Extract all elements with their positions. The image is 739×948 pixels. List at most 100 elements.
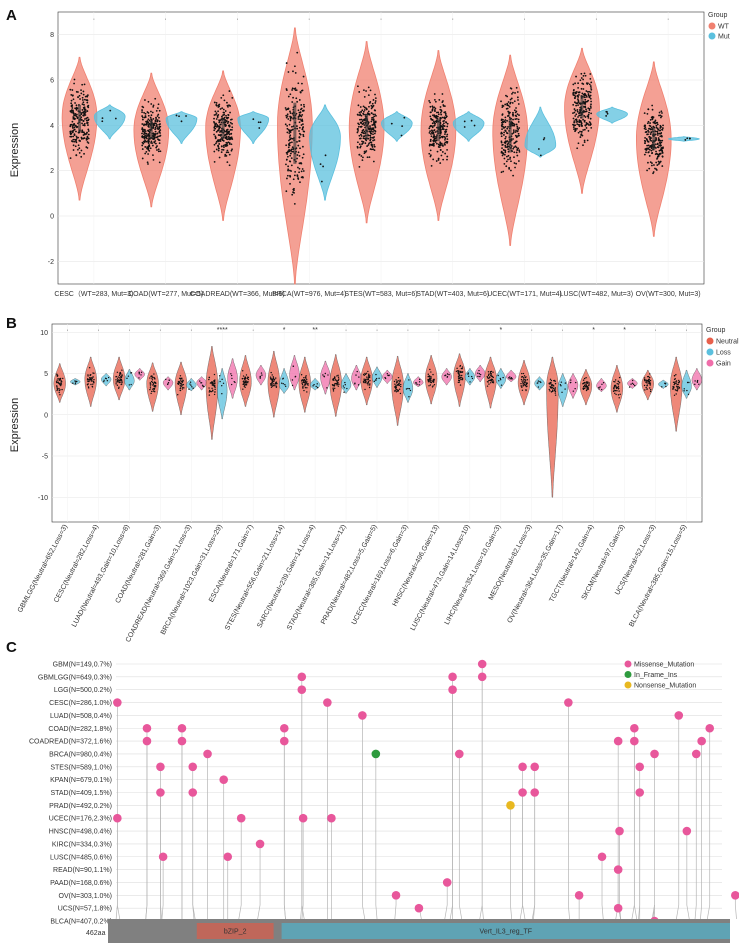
mutation-stem (533, 792, 536, 920)
data-point (431, 109, 434, 112)
data-point (520, 385, 522, 387)
data-point (301, 128, 304, 131)
data-point (574, 109, 577, 112)
data-point (156, 107, 159, 110)
data-point (395, 379, 397, 381)
data-point (77, 96, 79, 99)
data-point (299, 91, 302, 94)
data-point (515, 140, 518, 143)
data-point (357, 114, 359, 116)
data-point (657, 128, 659, 131)
data-point (548, 383, 551, 385)
x-category-label: BRCA(Neutral=1023,Gain=31,Loss=29) (160, 524, 224, 636)
data-point (647, 120, 650, 123)
data-point (119, 380, 121, 382)
data-point (118, 387, 120, 390)
data-point (219, 134, 222, 137)
data-point (660, 141, 663, 144)
data-point (210, 382, 212, 384)
data-point (78, 147, 81, 150)
data-point (80, 118, 83, 121)
data-point (58, 391, 60, 394)
data-point (489, 379, 492, 381)
data-point (107, 376, 110, 379)
data-point (372, 116, 374, 119)
data-point (146, 120, 149, 122)
data-point (81, 122, 83, 125)
data-point (149, 382, 151, 384)
data-point (437, 157, 440, 160)
data-point (578, 123, 580, 126)
data-point (217, 149, 220, 152)
data-point (301, 114, 304, 116)
data-point (75, 135, 78, 138)
data-point (155, 110, 158, 112)
data-point (676, 389, 679, 391)
missense-mutation-dot (255, 839, 265, 849)
data-point (490, 370, 493, 373)
data-point (221, 138, 224, 141)
data-point (120, 375, 122, 378)
data-point (367, 144, 370, 146)
data-point (660, 116, 662, 119)
data-point (461, 378, 464, 381)
data-point (650, 126, 653, 129)
row-label: OV(N=303,1.0%) (59, 893, 113, 900)
data-point (247, 380, 249, 383)
data-point (93, 372, 95, 374)
data-point (508, 377, 510, 379)
data-point (159, 123, 161, 125)
data-point (583, 119, 586, 122)
data-point (416, 383, 418, 386)
missense-mutation-dot (635, 788, 645, 797)
data-point (650, 116, 653, 119)
data-point (373, 149, 376, 151)
data-point (91, 386, 94, 388)
data-point (147, 163, 149, 165)
data-point (217, 147, 220, 150)
data-point (365, 378, 367, 381)
data-point (213, 380, 215, 382)
data-point (245, 380, 247, 382)
x-category-label: CESC（WT=283, Mut=3) (54, 290, 133, 298)
data-point (303, 380, 305, 382)
data-point (213, 373, 216, 376)
mut-violin (237, 111, 269, 144)
data-point (677, 382, 680, 384)
data-point (645, 379, 647, 381)
data-point (588, 90, 591, 93)
data-point (287, 71, 290, 73)
data-point (542, 138, 545, 141)
data-point (213, 160, 216, 163)
data-point (229, 128, 232, 131)
data-point (70, 102, 73, 105)
data-point (333, 384, 336, 387)
data-point (183, 387, 185, 389)
x-category-label: COADREAD(WT=366, Mut=5) (190, 291, 285, 298)
data-point (587, 113, 590, 116)
data-point (363, 378, 365, 380)
data-point (688, 381, 690, 384)
data-point (287, 95, 290, 98)
data-point (662, 146, 664, 149)
data-point (574, 387, 576, 390)
data-point (138, 377, 140, 379)
data-point (674, 382, 676, 385)
data-point (56, 388, 59, 390)
data-point (78, 139, 81, 142)
data-point (617, 385, 620, 388)
significance-label: · (595, 16, 597, 23)
data-point (271, 385, 274, 387)
data-point (221, 392, 223, 395)
data-point (655, 121, 658, 124)
data-point (433, 379, 435, 381)
data-point (115, 379, 117, 381)
data-point (582, 88, 585, 90)
data-point (578, 91, 581, 94)
data-point (289, 154, 292, 157)
data-point (287, 128, 290, 131)
data-point (367, 378, 370, 380)
data-point (324, 372, 326, 375)
data-point (245, 381, 248, 383)
data-point (273, 378, 276, 381)
